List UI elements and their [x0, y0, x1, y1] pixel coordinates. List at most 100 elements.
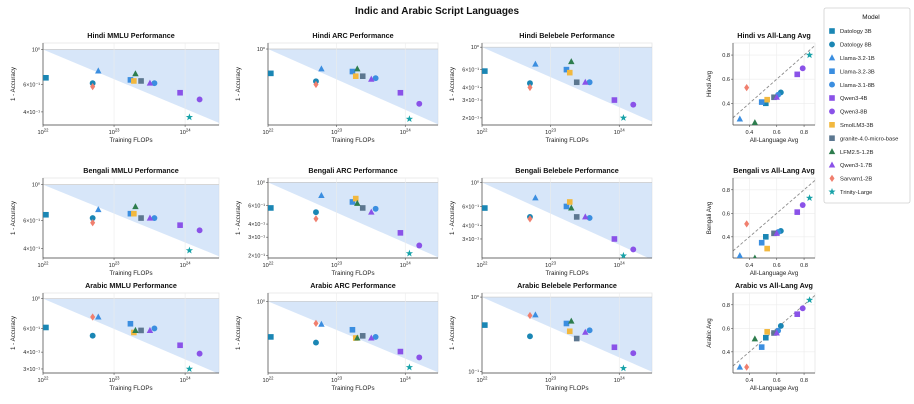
y-tick-label: 4×10⁻¹: [23, 110, 40, 116]
y-tick-label: 0.4: [722, 350, 730, 356]
data-point: [799, 202, 806, 208]
y-tick-label: 10⁰: [471, 294, 479, 301]
legend-title: Model: [862, 14, 879, 21]
data-point: [313, 80, 319, 89]
data-point: [138, 327, 144, 334]
data-point: [611, 236, 618, 242]
legend-marker: [828, 188, 836, 195]
data-point: [630, 101, 637, 108]
legend-box: [823, 7, 911, 204]
x-tick-label: 0.4: [746, 130, 754, 136]
data-point: [318, 191, 325, 198]
points: [736, 51, 814, 125]
data-point: [95, 67, 102, 74]
chart-panel: Hindi ARC Performance Training FLOPs 1 - A…: [235, 31, 439, 144]
panels: Hindi MMLU Performance Training FLOPs 1 - …: [10, 31, 816, 392]
data-point: [372, 333, 379, 340]
legend-marker: [829, 135, 835, 141]
x-axis-label: All-Language Avg: [750, 270, 799, 277]
data-point: [799, 305, 806, 312]
data-point: [794, 311, 801, 317]
points: [736, 296, 814, 371]
data-point: [146, 214, 154, 221]
data-point: [630, 246, 637, 253]
y-tick-label: 6×10⁻¹: [23, 326, 40, 332]
data-point: [482, 322, 488, 328]
data-point: [405, 115, 414, 123]
data-point: [185, 365, 194, 373]
y-tick-label: 6×10⁻¹: [23, 82, 40, 88]
grid: [482, 293, 652, 373]
legend-label: Qwen3-8B: [840, 110, 868, 116]
grid: [482, 178, 652, 258]
x-tick-exponent: 24: [406, 128, 411, 133]
x-tick-exponent: 22: [44, 376, 49, 381]
y-axis-label: 1 - Accuracy: [449, 200, 456, 235]
data-point: [372, 75, 379, 82]
chart-title: Arabic ARC Performance: [310, 281, 396, 290]
data-point: [196, 96, 203, 103]
legend-label: Trinity-Large: [840, 190, 872, 196]
frontier-region: [482, 297, 652, 372]
x-tick-label: 1022: [38, 376, 50, 385]
data-point: [568, 204, 575, 211]
data-point: [313, 215, 319, 223]
parity-line: [733, 180, 815, 252]
data-point: [89, 332, 96, 339]
legend-label: LFM2.5-1.2B: [840, 150, 874, 156]
y-tick-label: 4×10⁻¹: [462, 85, 479, 91]
legend-marker: [829, 68, 835, 74]
frontier-region: [482, 47, 652, 122]
data-point: [566, 199, 573, 205]
points: [482, 311, 637, 372]
x-tick-exponent: 22: [269, 128, 274, 133]
data-point: [90, 313, 96, 321]
data-point: [611, 97, 618, 103]
y-tick-label: 0.8: [722, 53, 730, 59]
chart-title: Bengali MMLU Performance: [83, 166, 178, 175]
data-point: [744, 363, 750, 371]
data-point: [268, 70, 274, 77]
data-point: [405, 249, 414, 257]
chart-title: Hindi Belebele Performance: [519, 31, 614, 40]
data-point: [805, 194, 814, 202]
frontier-region: [43, 298, 219, 373]
data-point: [132, 203, 139, 210]
grid: [43, 293, 219, 373]
x-tick-exponent: 22: [483, 376, 488, 381]
x-tick-exponent: 24: [186, 376, 191, 381]
x-tick-label: 0.8: [800, 263, 808, 269]
x-axis-label: Training FLOPs: [109, 137, 152, 144]
x-tick-exponent: 23: [337, 261, 342, 266]
x-tick-label: 1024: [400, 128, 412, 137]
y-tick-label: 10⁰: [257, 298, 265, 305]
x-tick-label: 1022: [477, 128, 489, 137]
data-point: [532, 60, 539, 67]
legend-marker: [829, 95, 835, 101]
data-point: [349, 326, 356, 333]
chart-title: Hindi vs All-Lang Avg: [737, 31, 810, 40]
y-tick-label: 3×10⁻¹: [462, 98, 479, 104]
data-point: [397, 89, 404, 96]
data-point: [582, 78, 589, 85]
y-tick-label: 10⁰: [257, 179, 265, 186]
y-tick-label: 0.4: [722, 235, 730, 241]
points: [268, 65, 423, 123]
data-point: [532, 311, 539, 318]
data-point: [773, 93, 780, 100]
data-point: [146, 326, 154, 333]
data-point: [566, 69, 573, 76]
data-point: [771, 330, 777, 336]
data-point: [763, 100, 769, 107]
legend-label: Llama-3.1-8B: [840, 83, 875, 89]
y-tick-label: 3×10⁻¹: [248, 235, 265, 241]
x-tick-exponent: 24: [620, 128, 625, 133]
chart-panel: Hindi vs All-Lang Avg All-Language Avg Hin…: [706, 31, 816, 144]
x-axis-label: Training FLOPs: [109, 270, 152, 277]
x-tick-label: 1023: [109, 376, 121, 385]
legend-marker: [829, 81, 835, 88]
data-point: [751, 119, 759, 125]
x-tick-label: 1022: [263, 376, 275, 385]
data-point: [318, 320, 325, 327]
data-point: [268, 205, 274, 211]
